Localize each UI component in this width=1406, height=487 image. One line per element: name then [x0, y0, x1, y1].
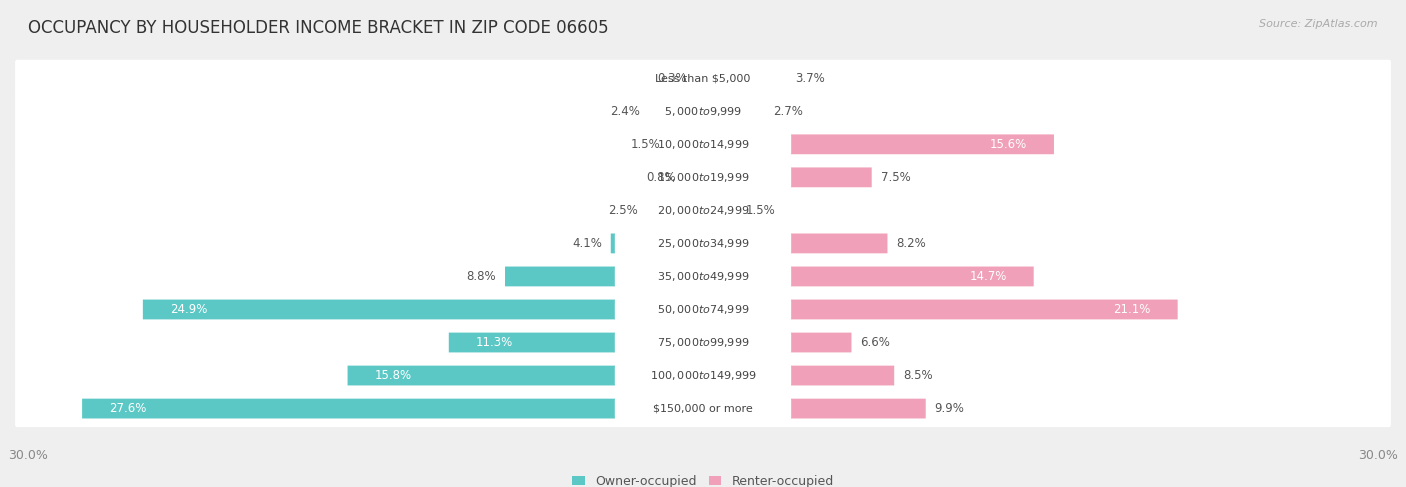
FancyBboxPatch shape — [703, 233, 887, 253]
FancyBboxPatch shape — [505, 266, 703, 286]
Text: 0.8%: 0.8% — [647, 171, 676, 184]
Text: $15,000 to $19,999: $15,000 to $19,999 — [657, 171, 749, 184]
Text: Less than $5,000: Less than $5,000 — [655, 73, 751, 83]
FancyBboxPatch shape — [610, 233, 703, 253]
FancyBboxPatch shape — [614, 198, 792, 223]
FancyBboxPatch shape — [703, 134, 1054, 154]
Text: $5,000 to $9,999: $5,000 to $9,999 — [664, 105, 742, 118]
Text: 2.5%: 2.5% — [607, 204, 638, 217]
Text: 0.3%: 0.3% — [658, 72, 688, 85]
Text: 15.8%: 15.8% — [374, 369, 412, 382]
Text: 21.1%: 21.1% — [1114, 303, 1150, 316]
Text: $150,000 or more: $150,000 or more — [654, 404, 752, 413]
FancyBboxPatch shape — [15, 192, 1391, 229]
FancyBboxPatch shape — [703, 101, 763, 121]
FancyBboxPatch shape — [15, 60, 1391, 97]
FancyBboxPatch shape — [703, 300, 1178, 319]
FancyBboxPatch shape — [15, 159, 1391, 196]
Text: 2.7%: 2.7% — [773, 105, 803, 118]
Text: $10,000 to $14,999: $10,000 to $14,999 — [657, 138, 749, 151]
FancyBboxPatch shape — [15, 390, 1391, 427]
FancyBboxPatch shape — [15, 324, 1391, 361]
FancyBboxPatch shape — [703, 366, 894, 385]
Text: 8.8%: 8.8% — [467, 270, 496, 283]
Text: $35,000 to $49,999: $35,000 to $49,999 — [657, 270, 749, 283]
FancyBboxPatch shape — [15, 225, 1391, 262]
Text: $25,000 to $34,999: $25,000 to $34,999 — [657, 237, 749, 250]
Text: 1.5%: 1.5% — [630, 138, 661, 151]
FancyBboxPatch shape — [143, 300, 703, 319]
Text: 11.3%: 11.3% — [475, 336, 513, 349]
Text: OCCUPANCY BY HOUSEHOLDER INCOME BRACKET IN ZIP CODE 06605: OCCUPANCY BY HOUSEHOLDER INCOME BRACKET … — [28, 19, 609, 37]
FancyBboxPatch shape — [703, 168, 872, 187]
FancyBboxPatch shape — [347, 366, 703, 385]
FancyBboxPatch shape — [614, 231, 792, 256]
FancyBboxPatch shape — [15, 357, 1391, 394]
Text: 8.2%: 8.2% — [897, 237, 927, 250]
FancyBboxPatch shape — [703, 201, 737, 220]
FancyBboxPatch shape — [15, 93, 1391, 130]
FancyBboxPatch shape — [15, 126, 1391, 163]
Text: $20,000 to $24,999: $20,000 to $24,999 — [657, 204, 749, 217]
FancyBboxPatch shape — [15, 258, 1391, 295]
FancyBboxPatch shape — [614, 165, 792, 190]
Text: 24.9%: 24.9% — [170, 303, 207, 316]
FancyBboxPatch shape — [614, 99, 792, 124]
FancyBboxPatch shape — [685, 168, 703, 187]
FancyBboxPatch shape — [449, 333, 703, 353]
Text: 8.5%: 8.5% — [903, 369, 932, 382]
Text: $50,000 to $74,999: $50,000 to $74,999 — [657, 303, 749, 316]
Text: 3.7%: 3.7% — [796, 72, 825, 85]
Text: 7.5%: 7.5% — [880, 171, 911, 184]
FancyBboxPatch shape — [15, 291, 1391, 328]
Text: 1.5%: 1.5% — [745, 204, 776, 217]
Text: 27.6%: 27.6% — [110, 402, 146, 415]
Text: $100,000 to $149,999: $100,000 to $149,999 — [650, 369, 756, 382]
Text: 15.6%: 15.6% — [990, 138, 1026, 151]
Text: 2.4%: 2.4% — [610, 105, 640, 118]
FancyBboxPatch shape — [647, 201, 703, 220]
FancyBboxPatch shape — [614, 264, 792, 289]
FancyBboxPatch shape — [614, 297, 792, 322]
Text: $75,000 to $99,999: $75,000 to $99,999 — [657, 336, 749, 349]
FancyBboxPatch shape — [703, 266, 1033, 286]
FancyBboxPatch shape — [669, 134, 703, 154]
FancyBboxPatch shape — [614, 396, 792, 421]
Text: 9.9%: 9.9% — [935, 402, 965, 415]
FancyBboxPatch shape — [614, 363, 792, 388]
FancyBboxPatch shape — [614, 132, 792, 157]
Text: 6.6%: 6.6% — [860, 336, 890, 349]
Text: 4.1%: 4.1% — [572, 237, 602, 250]
FancyBboxPatch shape — [696, 68, 703, 88]
Text: Source: ZipAtlas.com: Source: ZipAtlas.com — [1260, 19, 1378, 30]
FancyBboxPatch shape — [614, 330, 792, 355]
Text: 14.7%: 14.7% — [969, 270, 1007, 283]
FancyBboxPatch shape — [703, 68, 786, 88]
FancyBboxPatch shape — [650, 101, 703, 121]
FancyBboxPatch shape — [703, 399, 925, 418]
Legend: Owner-occupied, Renter-occupied: Owner-occupied, Renter-occupied — [568, 470, 838, 487]
FancyBboxPatch shape — [82, 399, 703, 418]
FancyBboxPatch shape — [614, 66, 792, 91]
FancyBboxPatch shape — [703, 333, 852, 353]
